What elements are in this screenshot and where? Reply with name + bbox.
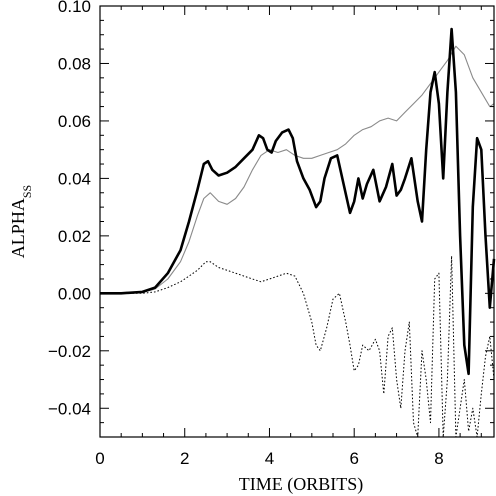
y-axis-title-subscript: SS: [20, 185, 34, 198]
y-tick-label: 0.04: [58, 169, 91, 188]
series-line-dotted: [100, 255, 495, 438]
series-line-thick-solid: [100, 27, 496, 376]
x-tick-label: 4: [265, 449, 274, 468]
y-axis-title-main: ALPHA: [8, 198, 28, 258]
y-tick-label: −0.02: [48, 342, 91, 361]
x-tick-label: 2: [180, 449, 189, 468]
series-line-thin-gray: [100, 45, 495, 294]
series-layer: [100, 27, 496, 438]
y-tick-label: −0.04: [48, 399, 91, 418]
y-tick-label: 0.06: [58, 112, 91, 131]
x-axis-title: TIME (ORBITS): [239, 474, 364, 495]
x-tick-label: 8: [434, 449, 443, 468]
y-tick-label: 0.02: [58, 227, 91, 246]
y-axis-title: ALPHASS: [8, 185, 34, 258]
x-tick-label: 0: [95, 449, 104, 468]
y-tick-label: 0.00: [58, 284, 91, 303]
x-tick-label: 6: [349, 449, 358, 468]
x-axis-ticks: 0 2 4 6 8: [95, 6, 482, 468]
y-axis-ticks: −0.04 −0.02 0.00 0.02 0.04 0.06 0.08 0.10: [48, 0, 494, 424]
plot-frame: [99, 5, 495, 438]
y-tick-label: 0.10: [58, 0, 91, 16]
y-tick-label: 0.08: [58, 54, 91, 73]
